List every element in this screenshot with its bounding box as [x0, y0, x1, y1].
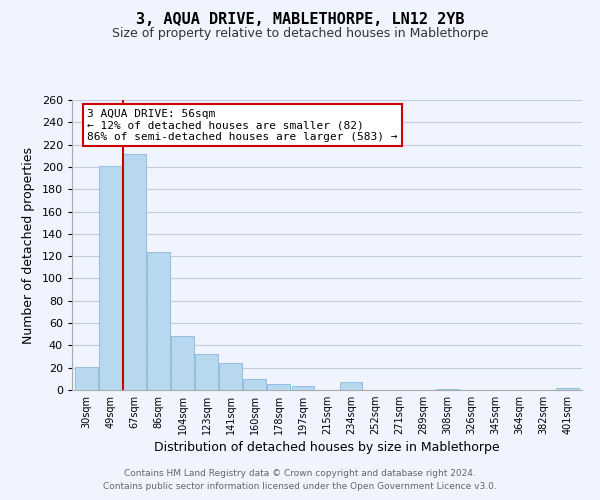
Bar	[195, 354, 218, 390]
Text: Contains HM Land Registry data © Crown copyright and database right 2024.: Contains HM Land Registry data © Crown c…	[124, 468, 476, 477]
Bar	[99, 166, 122, 390]
Text: Size of property relative to detached houses in Mablethorpe: Size of property relative to detached ho…	[112, 28, 488, 40]
Text: 3, AQUA DRIVE, MABLETHORPE, LN12 2YB: 3, AQUA DRIVE, MABLETHORPE, LN12 2YB	[136, 12, 464, 28]
Bar	[340, 382, 362, 390]
Text: 3 AQUA DRIVE: 56sqm
← 12% of detached houses are smaller (82)
86% of semi-detach: 3 AQUA DRIVE: 56sqm ← 12% of detached ho…	[88, 108, 398, 142]
Bar	[436, 389, 459, 390]
Bar	[171, 336, 194, 390]
Bar	[220, 363, 242, 390]
Bar	[75, 366, 98, 390]
X-axis label: Distribution of detached houses by size in Mablethorpe: Distribution of detached houses by size …	[154, 442, 500, 454]
Text: Contains public sector information licensed under the Open Government Licence v3: Contains public sector information licen…	[103, 482, 497, 491]
Bar	[244, 379, 266, 390]
Bar	[292, 386, 314, 390]
Bar	[556, 388, 579, 390]
Bar	[147, 252, 170, 390]
Y-axis label: Number of detached properties: Number of detached properties	[22, 146, 35, 344]
Bar	[268, 384, 290, 390]
Bar	[123, 154, 146, 390]
